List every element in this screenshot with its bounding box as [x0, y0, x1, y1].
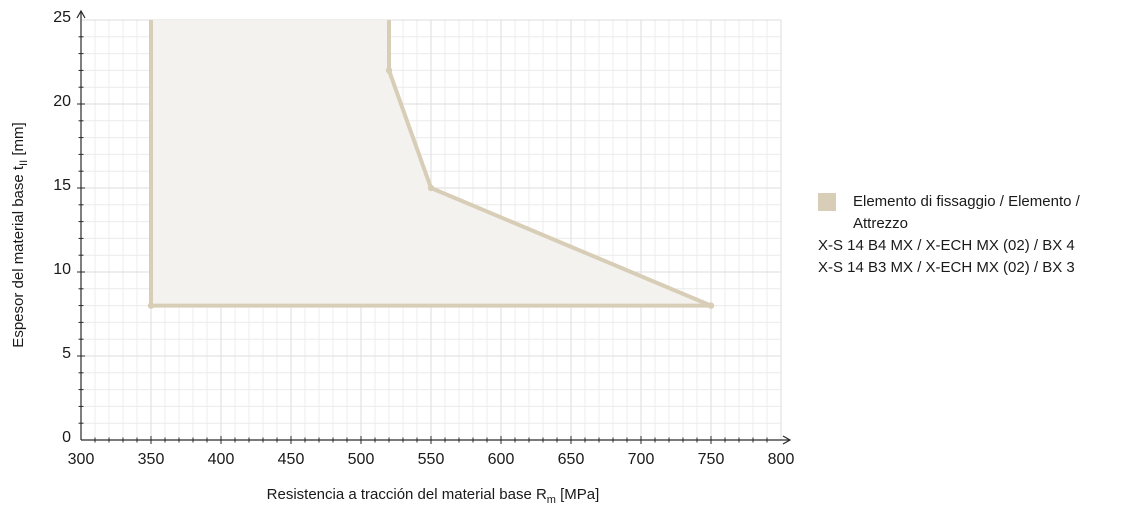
- x-tick-label: 350: [138, 451, 165, 468]
- x-tick-label: 750: [698, 451, 725, 468]
- legend-swatch: [818, 193, 836, 211]
- y-axis-title: Espesor del material base tII [mm]: [10, 122, 30, 347]
- legend-entry-b4: X-S 14 B4 MX / X-ECH MX (02) / BX 4: [818, 237, 1075, 254]
- x-tick-label: 450: [278, 451, 305, 468]
- x-tick-label: 700: [628, 451, 655, 468]
- series-area: [147, 20, 715, 309]
- x-tick-label: 550: [418, 451, 445, 468]
- series-outline: [149, 20, 713, 308]
- y-tick-label: 15: [53, 177, 71, 194]
- y-tick-label: 10: [53, 261, 71, 278]
- legend-title: Elemento di fissaggio / Elemento / Attre…: [853, 193, 1080, 232]
- x-tick-label: 600: [488, 451, 515, 468]
- x-tick-label: 500: [348, 451, 375, 468]
- x-tick-label: 650: [558, 451, 585, 468]
- data-point: [427, 184, 435, 192]
- legend-header: Elemento di fissaggio / Elemento / Attre…: [818, 191, 1138, 235]
- tick-labels: 300 350 400 450 500 550 600 650 700 750 800 0 5 10 15 2…: [53, 9, 794, 468]
- y-tick-label: 20: [53, 93, 71, 110]
- data-point: [385, 67, 393, 74]
- data-point: [147, 302, 155, 309]
- x-axis-arrow: [782, 435, 792, 445]
- x-tick-label: 400: [208, 451, 235, 468]
- x-tick-label: 300: [68, 451, 95, 468]
- x-axis-title: Resistencia a tracción del material base…: [267, 486, 600, 506]
- legend: Elemento di fissaggio / Elemento / Attre…: [818, 191, 1138, 279]
- y-axis-arrow: [76, 9, 86, 19]
- legend-entry-b3: X-S 14 B3 MX / X-ECH MX (02) / BX 3: [818, 259, 1075, 276]
- x-tick-label: 800: [768, 451, 795, 468]
- series-fill: [151, 20, 711, 306]
- y-tick-label: 5: [62, 345, 71, 362]
- y-tick-label: 0: [62, 429, 71, 446]
- axes: [76, 9, 792, 445]
- data-point: [707, 302, 715, 309]
- y-tick-label: 25: [53, 9, 71, 26]
